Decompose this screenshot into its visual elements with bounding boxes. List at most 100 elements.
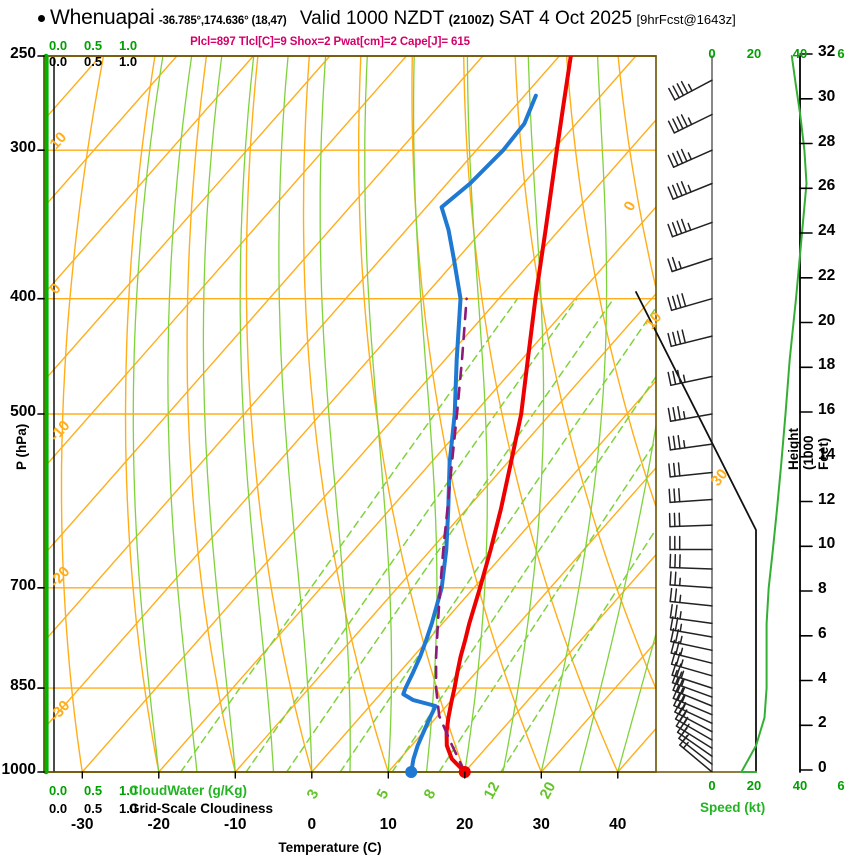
pressure-tick-500: 500 bbox=[10, 403, 36, 420]
pressure-axis-title: P (hPa) bbox=[14, 423, 29, 470]
speed-tick-bottom-40: 40 bbox=[792, 778, 808, 793]
valid-time-utc: (2100Z) bbox=[448, 12, 495, 27]
wind-barb bbox=[670, 628, 713, 652]
moist-adiabat-lines bbox=[132, 56, 656, 772]
cloudiness-tick-bottom-1.0: 1.0 bbox=[119, 801, 138, 816]
wind-barb bbox=[667, 293, 713, 312]
height-tick-0: 0 bbox=[818, 759, 827, 776]
speed-axis-title: Speed (kt) bbox=[700, 800, 766, 815]
wind-barb bbox=[669, 616, 713, 638]
wind-barb bbox=[668, 462, 713, 478]
mixing-ratio-label-12: 12 bbox=[481, 779, 504, 802]
wind-barb bbox=[668, 512, 713, 528]
speed-tick-top-0: 0 bbox=[708, 46, 716, 61]
pressure-tick-250: 250 bbox=[10, 45, 36, 62]
mixing-ratio-label-5: 5 bbox=[374, 787, 393, 802]
cloudiness-tick-bottom-0.0: 0.0 bbox=[49, 801, 68, 816]
temperature-tick-neg10: -10 bbox=[224, 816, 247, 833]
cloudwater-tick-top-0.5: 0.5 bbox=[84, 38, 103, 53]
wind-barb bbox=[668, 79, 713, 101]
height-tick-4: 4 bbox=[818, 669, 827, 687]
isotherm-label-0: 0 bbox=[46, 280, 64, 298]
dry-adiabat-label-10: 10 bbox=[642, 309, 666, 333]
station-name: Whenuapai bbox=[50, 6, 155, 29]
wind-barb bbox=[672, 685, 713, 716]
cloudiness-tick-top-0.0: 0.0 bbox=[49, 54, 68, 69]
height-tick-2: 2 bbox=[818, 714, 827, 732]
speed-tick-bottom-0: 0 bbox=[708, 778, 716, 793]
temperature-tick-neg20: -20 bbox=[147, 816, 170, 833]
cloudiness-tick-top-1.0: 1.0 bbox=[119, 54, 138, 69]
mixing-ratio-label-3: 3 bbox=[304, 787, 323, 802]
wind-barb bbox=[669, 603, 713, 625]
dry-adiabat-label-30: 30 bbox=[708, 466, 732, 490]
height-tick-20: 20 bbox=[818, 311, 836, 329]
height-tick-14: 14 bbox=[818, 445, 836, 463]
sounding-indices: Plcl=897 Tlcl[C]=9 Shox=2 Pwat[cm]=2 Cap… bbox=[190, 36, 470, 48]
wind-barb-column bbox=[667, 79, 713, 772]
chart-header: Whenuapai -36.785°,174.636° (18,47) Vali… bbox=[0, 6, 850, 32]
height-tick-12: 12 bbox=[818, 490, 836, 508]
height-tick-8: 8 bbox=[818, 580, 827, 597]
temperature-tick-0: 0 bbox=[307, 816, 317, 833]
station-coordinates: -36.785°,174.636° (18,47) bbox=[158, 15, 287, 27]
speed-tick-top-40: 40 bbox=[792, 46, 808, 61]
pressure-tick-700: 700 bbox=[10, 576, 36, 594]
wind-barb bbox=[667, 218, 713, 238]
temperature-tick-30: 30 bbox=[532, 816, 550, 833]
height-tick-22: 22 bbox=[818, 266, 836, 284]
isotherm-label-10: 10 bbox=[46, 129, 70, 153]
height-axis-title: Height (1000 Feet) bbox=[786, 428, 831, 470]
wind-barb bbox=[669, 535, 713, 551]
parcel-path-trace bbox=[434, 297, 468, 772]
surface-dewpoint-marker bbox=[405, 766, 418, 778]
valid-time: Valid 1000 NZDT bbox=[299, 8, 445, 29]
temperature-tick-10: 10 bbox=[379, 816, 397, 833]
sounding-traces bbox=[401, 56, 573, 772]
mixing-ratio-label-20: 20 bbox=[537, 779, 560, 802]
dry-adiabat-label-0: 0 bbox=[621, 199, 640, 214]
wind-barb bbox=[667, 113, 713, 134]
cloudwater-tick-top-1.0: 1.0 bbox=[119, 38, 138, 53]
height-tick-32: 32 bbox=[818, 43, 836, 60]
height-tick-26: 26 bbox=[818, 177, 836, 195]
isotherm-label-neg20: -20 bbox=[46, 563, 73, 590]
height-tick-24: 24 bbox=[818, 222, 836, 239]
station-bullet-icon bbox=[38, 14, 45, 22]
temperature-tick-neg30: -30 bbox=[71, 816, 94, 833]
pressure-tick-1000: 1000 bbox=[1, 761, 36, 778]
wind-barb bbox=[667, 181, 713, 200]
temperature-trace bbox=[444, 56, 573, 772]
height-tick-28: 28 bbox=[818, 132, 836, 150]
speed-tick-top-6: 6 bbox=[837, 46, 845, 61]
wind-barb bbox=[667, 329, 713, 348]
cloudiness-tick-bottom-0.5: 0.5 bbox=[84, 801, 103, 816]
wind-speed-profile bbox=[740, 55, 808, 773]
cloudwater-tick-bottom-1.0: 1.0 bbox=[119, 783, 138, 798]
axis-ticks bbox=[37, 53, 813, 779]
wind-barb bbox=[667, 256, 713, 273]
forecast-stamp: [9hrFcst@1643z] bbox=[636, 12, 736, 27]
cloudiness-tick-top-0.5: 0.5 bbox=[84, 54, 103, 69]
isotherm-label-neg10: -10 bbox=[46, 417, 73, 444]
speed-tick-bottom-6: 6 bbox=[837, 778, 845, 793]
dewpoint-trace bbox=[401, 93, 538, 772]
cloudwater-tick-bottom-0.5: 0.5 bbox=[84, 783, 103, 798]
wind-barb bbox=[667, 148, 713, 168]
wind-barb bbox=[667, 434, 713, 451]
cloudiness-legend-label: Grid-Scale Cloudiness bbox=[129, 801, 274, 816]
temperature-axis-title: Temperature (C) bbox=[278, 840, 382, 855]
wind-barb bbox=[668, 488, 713, 504]
temperature-tick-20: 20 bbox=[456, 816, 474, 833]
height-tick-18: 18 bbox=[818, 356, 836, 374]
height-tick-16: 16 bbox=[818, 401, 836, 418]
temperature-tick-40: 40 bbox=[609, 816, 627, 833]
speed-tick-top-20: 20 bbox=[746, 46, 762, 61]
cloudwater-tick-top-0.0: 0.0 bbox=[49, 38, 68, 53]
wind-barb bbox=[669, 571, 713, 589]
wind-barb bbox=[667, 369, 713, 387]
cloudwater-tick-bottom-0.0: 0.0 bbox=[49, 783, 68, 798]
height-tick-10: 10 bbox=[818, 535, 836, 553]
